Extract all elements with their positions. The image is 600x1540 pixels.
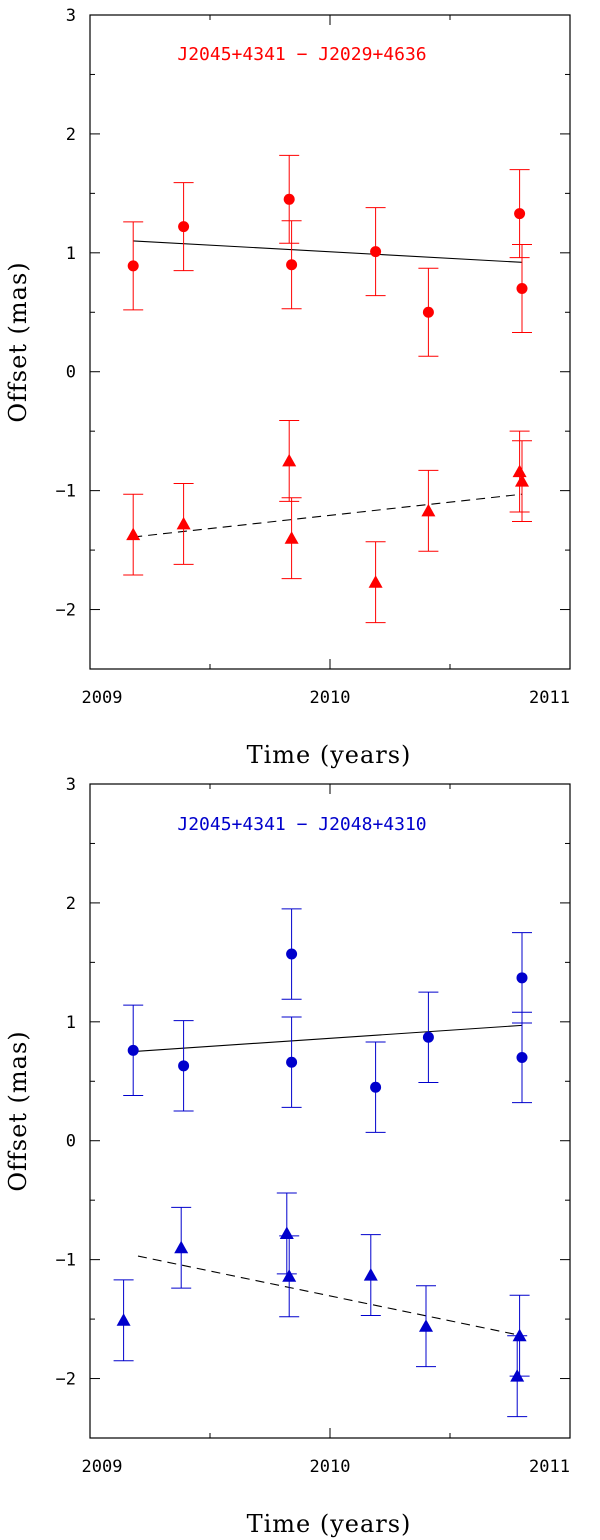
y-tick-label: 3 — [66, 775, 76, 795]
fit-line-solid — [133, 240, 523, 263]
axis-ticks: −2 −1 0 1 2 3 2009 2010 2011 — [56, 775, 571, 1477]
data-point-circle — [422, 1031, 434, 1043]
data-point-circle — [370, 1081, 382, 1093]
fit-lines — [133, 240, 523, 538]
data-point-triangle — [363, 1268, 378, 1281]
data-point-circle — [127, 260, 139, 272]
data-point-circle — [178, 221, 190, 233]
data-point-circle — [286, 259, 298, 271]
data-point-triangle — [419, 1319, 433, 1332]
y-tick-label: 1 — [66, 1013, 76, 1033]
data-points — [123, 154, 532, 624]
data-point-triangle — [512, 1328, 527, 1342]
data-point-triangle — [126, 527, 141, 541]
fit-line-dashed — [137, 1255, 523, 1337]
data-point-circle — [283, 193, 295, 205]
y-tick-label: 2 — [66, 125, 76, 145]
chart-panel-bottom: J2045+4341 − J2048+4310 Time (years) Off… — [4, 775, 571, 1538]
y-tick-label: 0 — [66, 1132, 76, 1152]
x-tick-label: 2009 — [82, 688, 123, 708]
x-axis-label: Time (years) — [247, 1510, 412, 1538]
y-tick-label: −2 — [56, 1370, 76, 1390]
axis-ticks: −2 −1 0 1 2 3 2009 2010 2011 — [56, 6, 571, 708]
y-tick-label: −1 — [56, 1251, 76, 1271]
data-point-triangle — [368, 575, 383, 588]
y-tick-label: 1 — [66, 244, 76, 264]
data-point-triangle — [116, 1313, 131, 1326]
data-point-circle — [514, 208, 526, 220]
data-point-circle — [516, 972, 528, 984]
fit-lines — [133, 1024, 523, 1337]
data-point-triangle — [284, 531, 299, 544]
chart-title: J2045+4341 − J2029+4636 — [177, 44, 426, 65]
x-tick-label: 2011 — [529, 1457, 570, 1477]
chart-panel-top: J2045+4341 − J2029+4636 Time (years) Off… — [4, 6, 571, 769]
data-point-triangle — [279, 1226, 294, 1239]
y-tick-label: 0 — [66, 363, 76, 383]
y-tick-label: −1 — [56, 482, 76, 502]
data-point-circle — [516, 282, 528, 294]
x-tick-label: 2011 — [529, 688, 570, 708]
data-point-circle — [127, 1044, 139, 1056]
data-point-triangle — [282, 1269, 297, 1282]
plot-frame — [89, 783, 571, 1439]
data-point-circle — [286, 1056, 298, 1068]
data-point-circle — [370, 246, 382, 258]
data-point-triangle — [510, 1369, 525, 1382]
chart-title: J2045+4341 − J2048+4310 — [177, 814, 426, 835]
data-point-circle — [516, 1051, 528, 1063]
y-tick-label: −2 — [56, 601, 76, 621]
data-point-triangle — [515, 474, 529, 487]
data-point-triangle — [174, 1240, 189, 1254]
data-point-circle — [422, 306, 434, 318]
plot-frame — [89, 14, 571, 670]
data-point-triangle — [512, 464, 527, 478]
fit-line-solid — [133, 1024, 523, 1053]
data-point-circle — [178, 1060, 190, 1072]
x-tick-label: 2010 — [310, 1457, 351, 1477]
data-point-circle — [286, 948, 298, 960]
x-axis-label: Time (years) — [247, 741, 412, 769]
y-axis-label: Offset (mas) — [4, 1030, 32, 1191]
y-tick-label: 2 — [66, 894, 76, 914]
fit-line-dashed — [133, 493, 523, 538]
y-axis-label: Offset (mas) — [4, 261, 32, 422]
data-point-triangle — [176, 516, 191, 530]
y-tick-label: 3 — [66, 6, 76, 26]
x-tick-label: 2009 — [82, 1457, 123, 1477]
data-point-triangle — [421, 503, 436, 517]
data-points — [113, 908, 532, 1418]
data-point-triangle — [282, 453, 297, 467]
x-tick-label: 2010 — [310, 688, 351, 708]
